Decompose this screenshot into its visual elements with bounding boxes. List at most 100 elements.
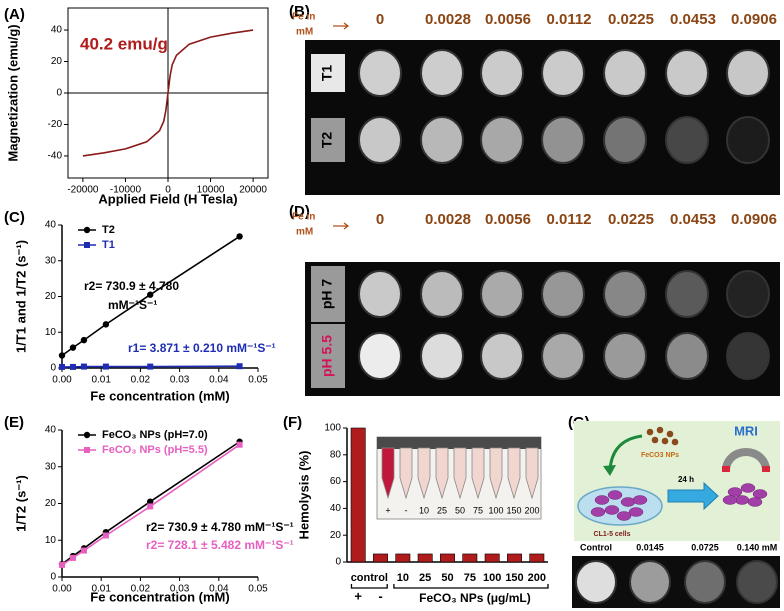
concentration: 0.0453 xyxy=(670,211,716,228)
x-tick-label: 200 xyxy=(528,572,546,584)
cell xyxy=(632,495,648,505)
point xyxy=(58,352,66,359)
group-bracket xyxy=(393,584,549,589)
y-tick-label: 20 xyxy=(51,56,63,67)
fe-label: mM xyxy=(296,27,313,38)
x-axis-label: Fe concentration (mM) xyxy=(90,589,229,604)
concentration: 0.0906 xyxy=(731,11,777,28)
inset-label: 75 xyxy=(473,505,483,515)
curved-arrow-head xyxy=(603,465,616,476)
inset-background xyxy=(377,437,541,449)
phantom xyxy=(541,332,585,380)
concentration: 0.0225 xyxy=(608,11,654,28)
bar xyxy=(507,553,522,563)
phantom xyxy=(603,49,647,97)
concentration: 0 xyxy=(376,11,384,28)
nanoparticle xyxy=(646,428,654,436)
annotation: r1= 3.871 ± 0.210 mM⁻¹S⁻¹ xyxy=(128,341,276,355)
cell xyxy=(616,511,632,521)
x-tick-label: 10 xyxy=(397,572,409,584)
x-tick-label: 10000 xyxy=(197,185,225,196)
inset-label: - xyxy=(405,505,408,515)
x-tick-label: 150 xyxy=(505,572,523,584)
point xyxy=(147,503,154,510)
x-tick-label: 75 xyxy=(464,572,476,584)
concentration: Control xyxy=(580,542,612,552)
phantom xyxy=(480,270,524,318)
nanoparticle xyxy=(671,438,679,446)
point xyxy=(236,441,243,448)
y-axis-label: Hemolysis (%) xyxy=(296,451,311,540)
point xyxy=(147,291,154,298)
row-label-box xyxy=(311,118,345,162)
phantom xyxy=(541,270,585,318)
point xyxy=(80,547,87,554)
cell xyxy=(590,507,606,517)
x-tick-label: 0 xyxy=(165,185,171,196)
concentration: 0.140 mM xyxy=(737,542,778,552)
y-tick-label: 100 xyxy=(324,423,341,434)
point xyxy=(80,336,88,344)
y-tick-label: 20 xyxy=(45,291,57,302)
cell xyxy=(747,497,763,507)
concentration: 0.0906 xyxy=(731,211,777,228)
bar xyxy=(529,553,545,563)
y-tick-label: -40 xyxy=(48,151,63,162)
y-tick-label: 0 xyxy=(335,557,341,568)
x-tick-label: 0.04 xyxy=(209,584,229,595)
annotation: r2= 730.9 ± 4.780 xyxy=(84,279,179,293)
annotation: r2= 728.1 ± 5.482 mM⁻¹S⁻¹ xyxy=(146,538,294,552)
legend-label: T1 xyxy=(102,239,115,251)
bar xyxy=(484,553,500,563)
row-label-box xyxy=(311,266,345,322)
x-tick-label: 50 xyxy=(441,572,453,584)
cell xyxy=(727,487,743,497)
bar xyxy=(440,553,455,563)
fe-label: Fe in xyxy=(292,212,315,223)
x-tick-label: 0.00 xyxy=(52,584,72,595)
concentration: 0.0112 xyxy=(546,11,591,28)
phantom xyxy=(420,116,464,164)
fe-arrow xyxy=(333,222,350,230)
annotation: r2= 730.9 ± 4.780 mM⁻¹S⁻¹ xyxy=(146,520,294,534)
y-tick-label: 0 xyxy=(50,363,56,374)
y-tick-label: 10 xyxy=(45,327,57,338)
concentration: 0.0112 xyxy=(546,211,591,228)
bar xyxy=(417,553,433,563)
panel-label: (F) xyxy=(283,414,302,431)
phantom xyxy=(726,116,770,164)
x-tick-label: 0.03 xyxy=(170,584,190,595)
bar xyxy=(373,553,388,563)
concentration: 0.0028 xyxy=(425,211,471,228)
legend-label: FeCO₃ NPs (pH=5.5) xyxy=(102,444,208,456)
x-tick-label: 0.01 xyxy=(91,584,111,595)
legend-label: FeCO₃ NPs (pH=7.0) xyxy=(102,429,208,441)
x-tick-label: 0.02 xyxy=(131,584,151,595)
y-tick-label: 0 xyxy=(56,88,62,99)
magnet xyxy=(722,448,770,470)
point xyxy=(69,344,77,351)
concentration: 0.0225 xyxy=(608,211,654,228)
x-tick-label: 100 xyxy=(483,572,501,584)
row-label-box xyxy=(311,324,345,388)
tube xyxy=(489,447,503,500)
x-tick-label: 25 xyxy=(419,572,431,584)
group-label: control xyxy=(351,572,388,584)
phantom xyxy=(665,116,709,164)
panel-label: (C) xyxy=(4,209,25,226)
point xyxy=(236,233,243,240)
y-tick-label: 10 xyxy=(45,535,57,546)
phantom xyxy=(358,270,402,318)
concentration: 0.0145 xyxy=(636,542,664,552)
y-axis-label: Magnetization (emu/g) xyxy=(5,24,20,161)
tube xyxy=(471,447,485,500)
series-line xyxy=(82,29,254,157)
phantom xyxy=(358,49,402,97)
row-label: T1 xyxy=(319,65,335,82)
y-tick-label: 40 xyxy=(45,425,57,436)
nanoparticle xyxy=(666,430,674,438)
panel-label: (A) xyxy=(4,6,25,23)
cell xyxy=(628,507,644,517)
legend-marker xyxy=(83,431,91,439)
